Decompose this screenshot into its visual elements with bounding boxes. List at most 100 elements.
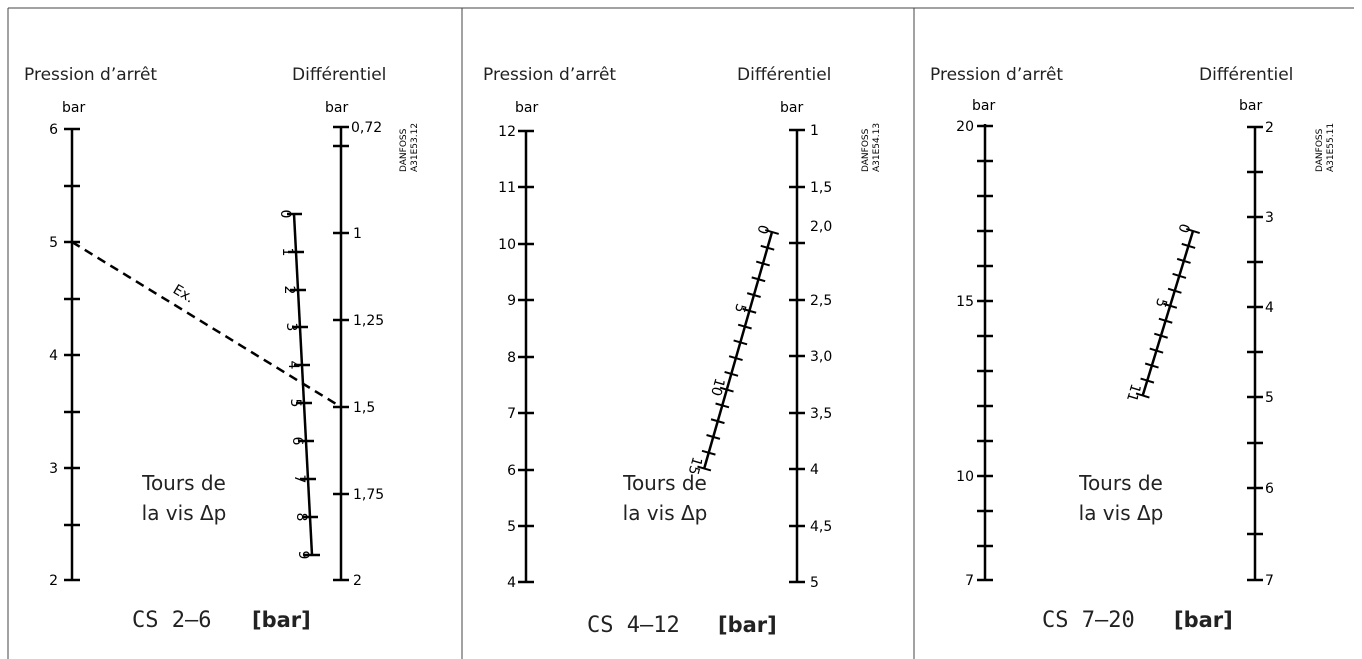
watermark-brand: DANFOSS — [399, 128, 409, 172]
left-tick-label: 6 — [507, 463, 516, 479]
example-line — [71, 240, 342, 409]
right-tick-label: 0,72 — [351, 120, 382, 136]
right-tick-label: 2 — [353, 573, 362, 589]
turns-caption-line1: Tours de — [1078, 471, 1163, 495]
right-tick-label: 1,5 — [353, 400, 375, 416]
panel-cs-4-12: Pression d’arrêt Différentiel bar bar DA… — [483, 65, 882, 638]
right-tick-label: 3,0 — [810, 349, 832, 365]
left-tick-label: 11 — [498, 180, 516, 196]
right-tick-label: 2 — [1265, 120, 1274, 136]
right-tick-label: 4 — [1265, 300, 1274, 316]
right-tick-label: 4 — [810, 462, 819, 478]
differential-header: Différentiel — [737, 65, 831, 85]
turns-scale-line: 0 5 11 — [1123, 221, 1200, 404]
left-tick-label: 3 — [49, 461, 58, 477]
right-tick-label: 1,5 — [810, 180, 832, 196]
left-tick-label: 4 — [507, 575, 516, 591]
stop-pressure-header: Pression d’arrêt — [483, 65, 616, 85]
right-tick-label: 1 — [353, 226, 362, 242]
turns-tick-label: 4 — [285, 361, 301, 370]
watermark-brand: DANFOSS — [1315, 128, 1325, 172]
turns-tick-label: 0 — [1174, 221, 1192, 234]
differential-axis — [789, 128, 805, 584]
differential-axis — [333, 125, 349, 582]
turns-tick-label: 1 — [279, 248, 295, 257]
panel-title-unit: [bar] — [1174, 608, 1233, 632]
right-tick-label: 5 — [1265, 390, 1274, 406]
turns-tick-label: 10 — [707, 376, 727, 398]
left-tick-label: 8 — [507, 350, 516, 366]
turns-tick-label: 5 — [731, 302, 749, 315]
left-tick-label: 5 — [49, 235, 58, 251]
stop-pressure-header: Pression d’arrêt — [930, 65, 1063, 85]
left-unit-label: bar — [62, 100, 85, 116]
turns-tick-label: 5 — [1152, 296, 1170, 309]
left-tick-label: 10 — [956, 469, 974, 485]
turns-caption-line2: la vis Δp — [1079, 501, 1164, 525]
right-unit-label: bar — [325, 100, 348, 116]
panel-title-unit: [bar] — [718, 613, 777, 637]
turns-tick-label: 6 — [289, 437, 305, 446]
left-tick-label: 5 — [507, 519, 516, 535]
left-tick-label: 7 — [507, 406, 516, 422]
left-tick-label: 6 — [49, 122, 58, 138]
left-tick-label: 7 — [965, 573, 974, 589]
differential-header: Différentiel — [292, 65, 386, 85]
stop-pressure-header: Pression d’arrêt — [24, 65, 157, 85]
right-tick-label: 1 — [810, 123, 819, 139]
right-tick-label: 2,0 — [810, 219, 832, 235]
watermark-code: A31E55.11 — [1326, 123, 1336, 172]
turns-tick-label: 9 — [295, 551, 311, 560]
right-tick-label: 2,5 — [810, 293, 832, 309]
turns-tick-label: 0 — [753, 223, 771, 236]
turns-tick-label: 11 — [1123, 382, 1144, 404]
stop-pressure-axis — [518, 129, 534, 584]
left-tick-label: 20 — [956, 119, 974, 135]
left-tick-label: 10 — [498, 237, 516, 253]
right-tick-label: 3,5 — [810, 406, 832, 422]
watermark-code: A31E53.12 — [410, 123, 420, 172]
panel-title-code: CS 2–6 — [132, 608, 211, 633]
right-tick-label: 1,75 — [353, 487, 384, 503]
left-tick-label: 4 — [49, 348, 58, 364]
right-tick-label: 6 — [1265, 481, 1274, 497]
watermark-code: A31E54.13 — [872, 123, 882, 172]
right-tick-label: 5 — [810, 575, 819, 591]
turns-tick-label: 2 — [281, 286, 297, 295]
turns-tick-label: 15 — [684, 455, 704, 477]
left-tick-label: 2 — [49, 573, 58, 589]
panel-cs-2-6: Pression d’arrêt Différentiel bar bar DA… — [24, 65, 420, 633]
turns-caption-line2: la vis Δp — [623, 501, 708, 525]
turns-scale-line: 0 5 10 15 — [684, 223, 780, 477]
left-tick-label: 15 — [956, 294, 974, 310]
left-unit-label: bar — [972, 98, 995, 114]
panel-title-unit: [bar] — [252, 608, 311, 632]
right-unit-label: bar — [1239, 98, 1262, 114]
panel-cs-7-20: Pression d’arrêt Différentiel bar bar DA… — [930, 65, 1336, 633]
turns-tick-label: 3 — [283, 323, 299, 332]
panel-title-code: CS 4–12 — [587, 613, 680, 638]
turns-tick-label: 5 — [287, 399, 303, 408]
turns-tick-label: 0 — [277, 210, 293, 219]
watermark-brand: DANFOSS — [861, 128, 871, 172]
turns-tick-label: 7 — [291, 475, 307, 484]
stop-pressure-axis — [977, 124, 993, 582]
left-unit-label: bar — [515, 100, 538, 116]
right-tick-label: 1,25 — [353, 313, 384, 329]
left-tick-label: 9 — [507, 293, 516, 309]
left-tick-label: 12 — [498, 124, 516, 140]
turns-tick-label: 8 — [293, 513, 309, 522]
right-unit-label: bar — [780, 100, 803, 116]
stop-pressure-axis — [64, 127, 80, 582]
right-tick-label: 3 — [1265, 210, 1274, 226]
right-tick-label: 7 — [1265, 573, 1274, 589]
example-label: Ex. — [170, 282, 197, 307]
turns-caption-line1: Tours de — [141, 471, 226, 495]
differential-axis — [1247, 125, 1263, 582]
right-tick-label: 4,5 — [810, 519, 832, 535]
differential-header: Différentiel — [1199, 65, 1293, 85]
turns-caption-line1: Tours de — [622, 471, 707, 495]
turns-caption-line2: la vis Δp — [142, 501, 227, 525]
